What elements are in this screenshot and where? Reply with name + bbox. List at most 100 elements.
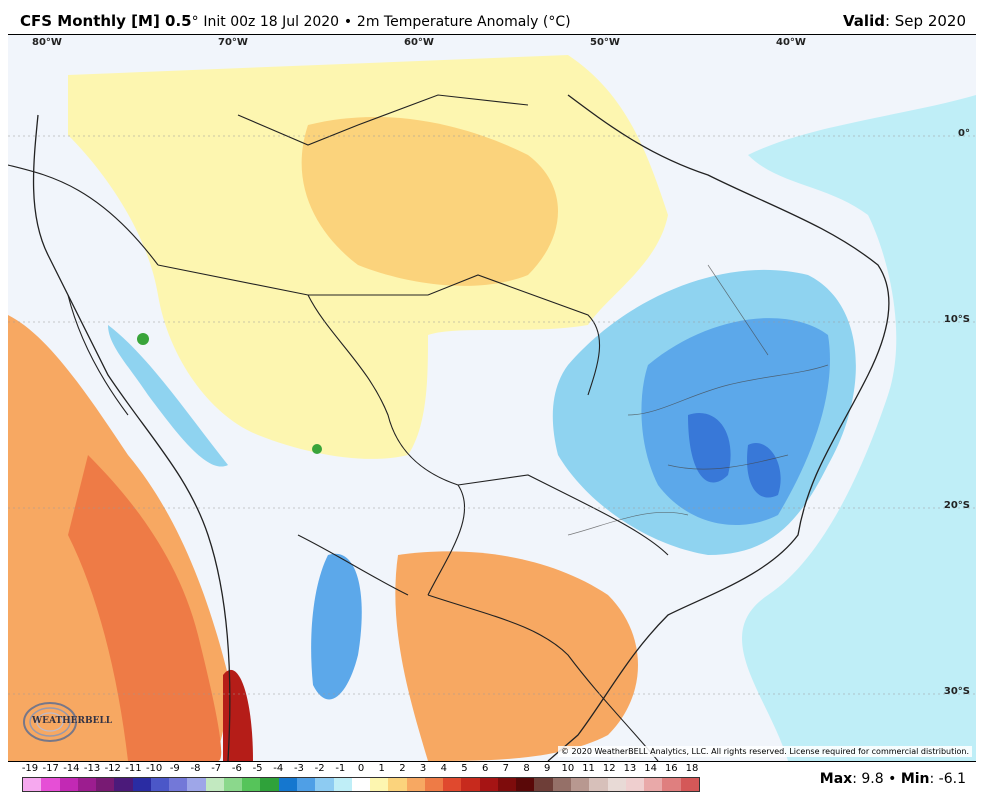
colorbar-tick: -12 — [104, 763, 121, 774]
colorbar-tick: 10 — [561, 763, 575, 774]
warm-andes-core — [68, 455, 222, 761]
cool-paraguay — [311, 553, 362, 700]
cold-pockets — [688, 413, 781, 498]
lat-label-30s: 30°S — [943, 686, 970, 697]
lon-label-70w: 70°W — [218, 37, 248, 48]
colorbar-swatch — [534, 778, 553, 791]
lat-label-20s: 20°S — [943, 500, 970, 511]
colorbar-tick: 14 — [644, 763, 657, 774]
max-value: : 9.8 — [852, 771, 884, 787]
colorbar-tick: 3 — [419, 763, 427, 774]
colorbar-swatch — [205, 778, 224, 791]
colorbar-swatch — [662, 778, 681, 791]
colorbar-swatch — [59, 778, 78, 791]
map-title: CFS Monthly [M] 0.5° Init 00z 18 Jul 202… — [20, 12, 571, 30]
colorbar-tick: -13 — [83, 763, 101, 774]
colorbar-tick: 5 — [461, 763, 468, 774]
colorbar-tick: 7 — [502, 763, 509, 774]
init-time: Init 00z 18 Jul 2020 — [203, 14, 340, 30]
colorbar-tick: 8 — [523, 763, 530, 774]
colorbar — [22, 777, 700, 792]
logo-text: WEATHERBELL — [32, 716, 113, 726]
colorbar-swatch — [552, 778, 571, 791]
colorbar-swatch — [223, 778, 243, 791]
colorbar-tick: -14 — [63, 763, 80, 774]
model-name: CFS Monthly [M] 0.5 — [20, 12, 192, 30]
colorbar-swatch — [370, 778, 389, 791]
colorbar-swatch — [41, 778, 60, 791]
state-borders — [567, 264, 829, 536]
colorbar-tick: 6 — [481, 763, 489, 774]
colorbar-tick: -8 — [190, 763, 201, 774]
cool-ocean-east — [742, 95, 976, 761]
colorbar-tick: 13 — [623, 763, 637, 774]
colorbar-swatch — [570, 778, 590, 791]
map-canvas — [8, 35, 976, 761]
colorbar-swatch — [169, 778, 188, 791]
cool-andes-streak — [108, 325, 228, 467]
copyright-notice: © 2020 WeatherBELL Analytics, LLC. All r… — [558, 746, 972, 757]
lon-label-80w: 80°W — [32, 37, 62, 48]
valid-date: Valid: Sep 2020 — [843, 12, 966, 30]
colorbar-tick: 1 — [378, 763, 385, 774]
weatherbell-logo-icon — [23, 702, 77, 742]
colorbar-swatch — [260, 778, 279, 791]
colorbar-tick: 11 — [582, 763, 595, 774]
colorbar-swatch — [388, 778, 407, 791]
colorbar-tick: 2 — [399, 763, 406, 774]
min-value: : -6.1 — [929, 771, 966, 787]
colorbar-swatch — [351, 778, 371, 791]
colorbar-swatch — [96, 778, 115, 791]
colorbar-tick: 18 — [685, 763, 699, 774]
colorbar-swatch — [242, 778, 261, 791]
colorbar-tick: -5 — [252, 763, 263, 774]
colorbar-swatch — [315, 778, 334, 791]
lat-label-0: 0° — [958, 128, 970, 139]
colorbar-swatch — [132, 778, 151, 791]
colorbar-swatch — [589, 778, 608, 791]
colorbar-swatch — [187, 778, 206, 791]
country-borders — [8, 94, 669, 761]
colorbar-tick: -17 — [42, 763, 59, 774]
colorbar-swatch — [461, 778, 480, 791]
lon-label-60w: 60°W — [404, 37, 434, 48]
colorbar-swatch — [406, 778, 425, 791]
colorbar-swatch — [23, 778, 42, 791]
colorbar-tick: -19 — [21, 763, 39, 774]
colorbar-tick: -7 — [211, 763, 222, 774]
max-label: Max — [819, 771, 853, 787]
lat-label-10s: 10°S — [943, 314, 970, 325]
coastline-pacific — [32, 114, 231, 761]
hot-andes-south — [223, 669, 253, 761]
lon-label-40w: 40°W — [776, 37, 806, 48]
colorbar-tick: -4 — [273, 763, 284, 774]
colorbar-tick: -1 — [335, 763, 346, 774]
colorbar-tick-labels: -19 -17 -14 -13 -12 -11 -10 -9 -8 -7 -6 -5 -4 -3 -2 -1 0… — [22, 763, 700, 777]
colorbar-tick: -11 — [125, 763, 142, 774]
colorbar-swatch — [333, 778, 352, 791]
colorbar-tick: -6 — [231, 763, 242, 774]
anomaly-map — [8, 34, 976, 762]
colorbar-swatch — [114, 778, 133, 791]
colorbar-tick: 0 — [357, 763, 365, 774]
colorbar-swatch — [644, 778, 663, 791]
colorbar-swatch — [424, 778, 444, 791]
colorbar-tick: -2 — [314, 763, 325, 774]
graticule — [8, 135, 976, 695]
colorbar-swatch — [516, 778, 535, 791]
colorbar-swatch — [479, 778, 498, 791]
header: CFS Monthly [M] 0.5° Init 00z 18 Jul 202… — [0, 0, 984, 34]
colorbar-swatch — [607, 778, 626, 791]
colorbar-swatch — [296, 778, 316, 791]
colorbar-tick: -10 — [145, 763, 163, 774]
colorbar-swatch — [150, 778, 170, 791]
max-min-summary: Max: 9.8 • Min: -6.1 — [819, 771, 966, 787]
lon-label-50w: 50°W — [590, 37, 620, 48]
cool-brazil-core — [641, 318, 830, 525]
field-name: 2m Temperature Anomaly (°C) — [356, 14, 571, 30]
colorbar-swatch — [497, 778, 517, 791]
green-spot-2 — [312, 444, 322, 454]
colorbar-tick: -9 — [169, 763, 180, 774]
colorbar-tick: 16 — [664, 763, 678, 774]
warm-amazon-core — [301, 116, 558, 286]
